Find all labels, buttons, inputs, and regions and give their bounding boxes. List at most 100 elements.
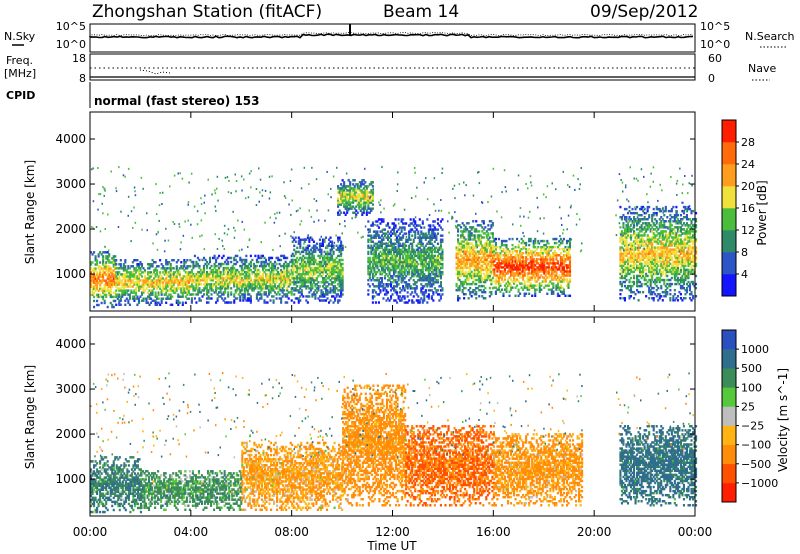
echo-cell-5 — [379, 264, 382, 268]
echo-cell-5 — [405, 254, 408, 258]
echo-cell-2 — [215, 270, 218, 274]
echo-cell-5 — [388, 283, 391, 286]
echo-cell-6 — [482, 220, 485, 223]
echo-cell-2 — [261, 266, 265, 270]
echo-cell-7 — [511, 256, 514, 259]
echo-cell-1 — [153, 271, 156, 274]
echo-cell-6 — [466, 262, 469, 266]
echo-cell-3 — [323, 254, 326, 258]
echo-cell-2 — [192, 262, 195, 266]
echo-cell-6 — [460, 264, 463, 268]
echo-cell-3 — [320, 244, 323, 248]
echo-cell-5 — [433, 258, 436, 262]
echo-cell-2 — [252, 266, 255, 270]
echo-cell-2 — [267, 262, 271, 266]
echo-cell-2 — [216, 279, 219, 282]
echo-cell-5 — [377, 258, 380, 262]
echo-cell-1 — [186, 293, 189, 296]
echo-cell-4 — [371, 203, 374, 206]
echo-cell-2 — [257, 256, 260, 260]
echo-cell-5 — [426, 218, 429, 221]
echo-cell-1 — [121, 281, 124, 284]
echo-cell-4 — [341, 191, 344, 194]
echo-cell-0 — [109, 261, 112, 264]
echo-cell-5 — [403, 268, 406, 272]
echo-cell-7 — [502, 243, 505, 247]
echo-cell-1 — [128, 285, 131, 288]
echo-cell-5 — [415, 285, 418, 288]
echo-cell-5 — [421, 234, 424, 237]
echo-cell-3 — [291, 262, 294, 266]
echo-cell-1 — [162, 277, 165, 280]
echo-cell-6 — [469, 226, 472, 229]
echo-cell-2 — [231, 266, 234, 270]
echo-cell-0 — [91, 287, 94, 291]
echo-cell-5 — [441, 218, 444, 221]
echo-cell-5 — [414, 222, 417, 225]
echo-cell-2 — [251, 258, 254, 262]
echo-cell-1 — [156, 273, 159, 276]
echo-cell-5 — [415, 268, 418, 272]
echo-cell-3 — [315, 242, 318, 245]
echo-cell-5 — [393, 299, 396, 302]
echo-cell-4 — [338, 213, 341, 216]
echo-cell-5 — [388, 232, 391, 235]
echo-cell-3 — [327, 262, 331, 266]
echo-cell-5 — [420, 240, 423, 243]
echo-cell-5 — [420, 238, 423, 241]
echo-cell-3 — [324, 293, 328, 296]
echo-cell-1 — [119, 263, 122, 266]
echo-cell-3 — [309, 285, 312, 288]
echo-cell-0 — [111, 303, 114, 307]
echo-cell-1 — [142, 281, 145, 284]
echo-cell-2 — [242, 285, 245, 288]
echo-cell-5 — [370, 270, 373, 274]
echo-cell-7 — [508, 276, 511, 279]
echo-cell-6 — [488, 242, 491, 245]
echo-cell-5 — [439, 256, 442, 260]
echo-cell-5 — [380, 240, 384, 243]
echo-cell-2 — [242, 293, 245, 296]
echo-cell-3 — [293, 264, 296, 268]
echo-cell-7 — [493, 258, 496, 261]
echo-cell-3 — [330, 256, 334, 260]
echo-cell-6 — [490, 232, 493, 235]
echo-cell-3 — [305, 272, 308, 276]
echo-cell-0 — [100, 281, 103, 284]
echo-cell-3 — [320, 268, 323, 272]
echo-cell-6 — [479, 270, 482, 274]
echo-cell-5 — [406, 270, 409, 274]
echo-cell-6 — [475, 262, 478, 266]
echo-cell-5 — [391, 266, 394, 270]
echo-cell-3 — [335, 279, 338, 282]
echo-cell-3 — [306, 277, 309, 280]
echo-cell-1 — [174, 271, 177, 274]
echo-cell-2 — [287, 270, 290, 274]
echo-cell-0 — [111, 269, 114, 272]
echo-cell-2 — [210, 264, 213, 268]
echo-cell-2 — [227, 285, 230, 288]
echo-cell-1 — [124, 273, 127, 276]
echo-cell-5 — [423, 291, 426, 294]
echo-cell-5 — [389, 289, 393, 292]
echo-cell-1 — [143, 277, 147, 280]
echo-cell-5 — [393, 279, 396, 282]
echo-cell-2 — [198, 274, 201, 278]
echo-cell-6 — [491, 236, 494, 239]
echo-cell-7 — [526, 258, 529, 261]
echo-cell-2 — [261, 264, 265, 268]
echo-cell-5 — [435, 260, 438, 264]
nsky-line — [89, 33, 694, 39]
echo-cell-1 — [130, 291, 133, 294]
echo-cell-6 — [473, 246, 476, 249]
echo-cell-2 — [275, 279, 278, 282]
echo-cell-5 — [394, 268, 397, 272]
echo-cell-0 — [112, 261, 115, 264]
echo-cell-6 — [463, 262, 466, 266]
echo-cell-5 — [393, 226, 396, 229]
echo-cell-2 — [280, 274, 283, 278]
echo-cell-0 — [96, 275, 99, 278]
echo-cell-2 — [207, 301, 210, 304]
echo-cell-7 — [558, 294, 561, 297]
echo-cell-5 — [402, 295, 405, 298]
